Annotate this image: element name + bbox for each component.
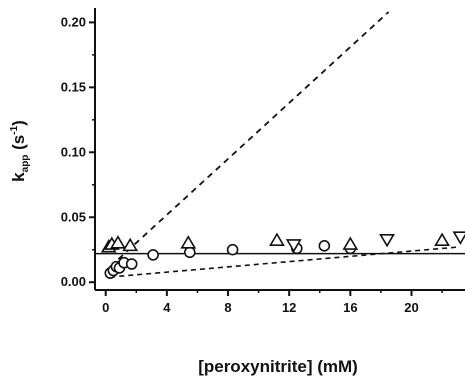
triangle-up-point [122, 237, 139, 252]
y-tick-label: 0.20 [61, 14, 86, 29]
triangle-down-point [452, 231, 465, 245]
circle-point [183, 246, 196, 259]
triangle-up-point [434, 232, 450, 246]
circle-point [318, 240, 331, 252]
data-points [100, 231, 465, 279]
triangle-up-point [110, 235, 126, 249]
x-tick-label: 4 [163, 300, 171, 315]
y-axis-label-unit-sup: -1 [9, 125, 20, 134]
y-axis-label-unit-open: (s [9, 135, 28, 155]
x-tick-label: 0 [102, 300, 109, 315]
x-tick-label: 20 [404, 300, 418, 315]
y-axis-label-sub: app [20, 155, 31, 173]
x-tick-label: 12 [282, 300, 296, 315]
circle-point [147, 249, 159, 261]
circle-point [125, 258, 138, 270]
y-axis-label: kapp (s-1) [9, 120, 31, 182]
y-tick-label: 0.10 [61, 144, 86, 159]
y-tick-label: 0.05 [61, 209, 86, 224]
triangle-down-point [285, 239, 302, 253]
x-tick-label: 16 [343, 300, 357, 315]
x-tick-label: 8 [224, 300, 231, 315]
triangle-up-point [342, 236, 359, 250]
fit-line-dashed-shallow [110, 246, 458, 278]
plot-axes [89, 8, 465, 296]
x-axis-label: [peroxynitrite] (mM) [198, 357, 358, 376]
fit-lines [95, 11, 465, 278]
tick-labels: 0 4 8 12 16 20 0.00 0.05 0.10 0.15 0.20 [61, 14, 419, 315]
y-axis-label-unit-close: ) [9, 120, 28, 126]
triangle-up-point [269, 232, 285, 246]
circle-point [226, 243, 239, 256]
y-tick-label: 0.15 [61, 79, 86, 94]
fit-line-dashed-steep [109, 11, 390, 268]
y-axis-label-main: k [9, 172, 28, 182]
y-tick-label: 0.00 [61, 274, 86, 289]
triangle-up-point [180, 235, 197, 249]
triangle-down-point [379, 233, 395, 248]
